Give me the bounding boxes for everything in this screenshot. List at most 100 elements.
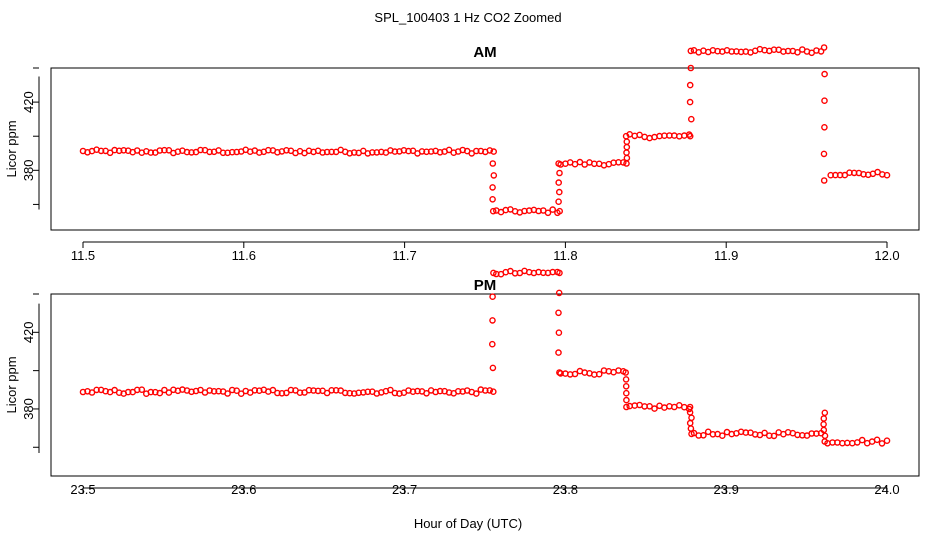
am-transition-point: [490, 172, 498, 179]
am-x-tick-label: 11.5: [71, 248, 95, 263]
am-transition-point: [821, 70, 828, 78]
pm-transition-point: [688, 414, 695, 422]
am-data-point: [620, 159, 627, 166]
am-transition-point: [686, 132, 694, 140]
pm-panel-title: PM: [474, 277, 497, 294]
pm-transition-point: [489, 364, 497, 372]
pm-transition-point: [821, 432, 829, 440]
pm-transition-point: [622, 369, 630, 376]
pm-data-point: [873, 436, 881, 444]
pm-x-axis: 23.5 23.6 23.7 23.8 23.9 24.0: [70, 482, 899, 497]
pm-x-tick-label: 23.6: [231, 482, 256, 497]
pm-transition-point: [623, 403, 630, 411]
pm-transition-point: [820, 426, 828, 434]
pm-data-point: [237, 390, 245, 398]
pm-data-point: [700, 431, 707, 439]
am-x-tick-label: 11.6: [232, 248, 256, 263]
am-transition-point: [688, 115, 695, 123]
am-transition-point: [489, 207, 497, 215]
pm-data-point: [858, 436, 866, 444]
pm-transition-point: [555, 329, 563, 337]
am-data-point: [544, 209, 552, 217]
pm-data-point: [124, 388, 132, 396]
am-transition-point: [820, 177, 828, 184]
am-panel-title: AM: [473, 44, 496, 61]
am-plot-frame: [50, 67, 920, 231]
am-x-tick-label: 11.7: [392, 248, 416, 263]
pm-data-point: [387, 386, 394, 394]
pm-x-tick-label: 23.5: [70, 482, 95, 497]
pm-transition-point: [489, 317, 496, 324]
pm-data-point: [156, 389, 164, 397]
pm-transition-point: [556, 369, 563, 376]
pm-transition-point: [820, 415, 828, 422]
am-data-point: [368, 149, 376, 156]
pm-data-point: [651, 405, 658, 412]
am-x-tick-label: 11.9: [714, 248, 738, 263]
am-transition-point: [623, 149, 630, 156]
pm-data-point: [761, 429, 768, 437]
am-transition-point: [489, 160, 497, 167]
am-transition-point: [622, 132, 630, 140]
am-data-point: [486, 147, 494, 154]
pm-x-tick-label: 23.7: [392, 482, 417, 497]
am-transition-point: [623, 138, 631, 145]
pm-data-point: [878, 440, 886, 447]
pm-transition-point: [686, 419, 694, 427]
pm-x-tick-label: 23.8: [553, 482, 578, 497]
am-transition-point: [821, 97, 828, 104]
pm-transition-point: [688, 430, 695, 438]
am-transition-point: [489, 184, 496, 191]
pm-data-point: [719, 432, 726, 440]
am-transition-point: [556, 207, 564, 215]
am-transition-point: [556, 188, 563, 196]
am-data-point: [445, 146, 453, 154]
am-data-point: [883, 171, 891, 179]
pm-transition-point: [622, 382, 630, 390]
pm-data-point: [770, 432, 778, 440]
pm-plot-frame: [50, 293, 920, 477]
pm-data-point: [233, 387, 240, 395]
am-transition-point: [686, 98, 694, 106]
pm-data-point: [224, 390, 231, 397]
pm-data-point: [423, 389, 430, 397]
figure-x-axis-label: Hour of Day (UTC): [414, 516, 522, 531]
am-x-tick-label: 12.0: [874, 248, 899, 263]
pm-points: [79, 267, 891, 447]
pm-y-axis-label: Licor ppm: [4, 356, 19, 413]
pm-transition-point: [687, 425, 695, 432]
pm-data-point: [165, 389, 173, 396]
am-transition-point: [623, 143, 631, 151]
pm-transition-point: [686, 409, 694, 416]
pm-transition-point: [555, 309, 562, 317]
am-data-point: [549, 206, 557, 213]
pm-data-point: [283, 389, 290, 397]
am-transition-point: [820, 150, 828, 158]
am-data-point: [794, 49, 801, 56]
pm-transition-point: [556, 269, 563, 277]
pm-data-point: [571, 370, 579, 378]
pm-y-tick-label: 420: [21, 321, 36, 343]
figure-title: SPL_100403 1 Hz CO2 Zoomed: [374, 10, 561, 25]
am-transition-point: [489, 195, 496, 203]
am-y-axis-label: Licor ppm: [4, 120, 19, 177]
pm-x-tick-label: 23.9: [714, 482, 739, 497]
pm-transition-point: [623, 396, 630, 404]
pm-transition-point: [488, 340, 496, 348]
pm-data-point: [138, 386, 146, 394]
am-transition-point: [556, 169, 563, 177]
pm-transition-point: [622, 376, 630, 383]
pm-transition-point: [489, 293, 496, 301]
pm-transition-point: [489, 388, 497, 396]
pm-transition-point: [820, 420, 827, 428]
pm-data-point: [486, 387, 494, 394]
am-transition-point: [555, 179, 563, 186]
pm-data-point: [472, 390, 480, 397]
pm-transition-point: [821, 409, 829, 417]
pm-transition-point: [821, 438, 829, 445]
pm-transition-point: [555, 289, 563, 297]
pm-data-point: [328, 386, 335, 394]
